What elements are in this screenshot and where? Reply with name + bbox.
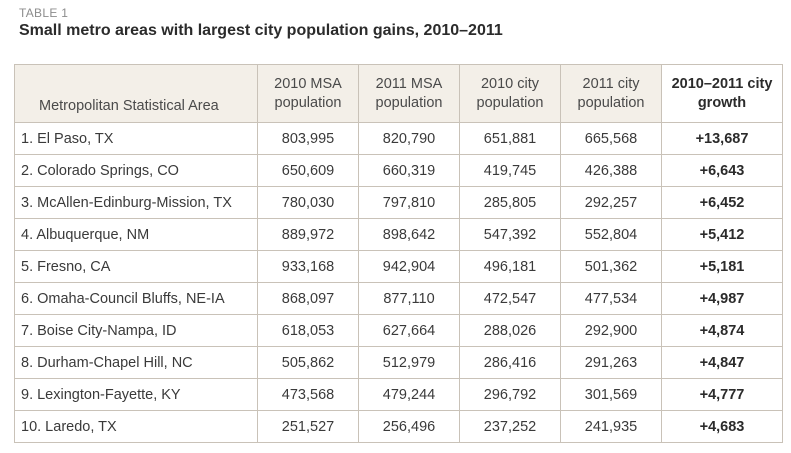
table-row: 4. Albuquerque, NM 889,972 898,642 547,392 5… bbox=[14, 218, 783, 251]
cell-city-2011: 301,569 bbox=[560, 378, 662, 411]
table-row: 10. Laredo, TX 251,527 256,496 237,252 241,9… bbox=[14, 410, 783, 443]
cell-area: 7. Boise City-Nampa, ID bbox=[14, 314, 258, 347]
cell-growth: +4,987 bbox=[661, 282, 783, 315]
cell-msa-2011: 898,642 bbox=[358, 218, 460, 251]
column-header-city-2011: 2011 city population bbox=[560, 64, 662, 123]
table-row: 2. Colorado Springs, CO 650,609 660,319 419… bbox=[14, 154, 783, 187]
table-row: 9. Lexington-Fayette, KY 473,568 479,244 29… bbox=[14, 378, 783, 411]
cell-area: 8. Durham-Chapel Hill, NC bbox=[14, 346, 258, 379]
cell-city-2010: 296,792 bbox=[459, 378, 561, 411]
cell-area: 6. Omaha-Council Bluffs, NE-IA bbox=[14, 282, 258, 315]
cell-city-2011: 501,362 bbox=[560, 250, 662, 283]
cell-msa-2010: 505,862 bbox=[257, 346, 359, 379]
cell-city-2010: 285,805 bbox=[459, 186, 561, 219]
cell-msa-2011: 797,810 bbox=[358, 186, 460, 219]
cell-msa-2011: 256,496 bbox=[358, 410, 460, 443]
cell-area: 10. Laredo, TX bbox=[14, 410, 258, 443]
column-header-area: Metropolitan Statistical Area bbox=[14, 64, 258, 123]
cell-city-2011: 426,388 bbox=[560, 154, 662, 187]
cell-msa-2010: 251,527 bbox=[257, 410, 359, 443]
cell-city-2011: 241,935 bbox=[560, 410, 662, 443]
cell-growth: +4,777 bbox=[661, 378, 783, 411]
cell-msa-2010: 868,097 bbox=[257, 282, 359, 315]
cell-city-2011: 552,804 bbox=[560, 218, 662, 251]
table-row: 8. Durham-Chapel Hill, NC 505,862 512,979 2… bbox=[14, 346, 783, 379]
cell-city-2011: 292,900 bbox=[560, 314, 662, 347]
cell-area: 5. Fresno, CA bbox=[14, 250, 258, 283]
cell-city-2011: 477,534 bbox=[560, 282, 662, 315]
table-title: Small metro areas with largest city popu… bbox=[19, 22, 503, 39]
cell-city-2011: 665,568 bbox=[560, 122, 662, 155]
cell-area: 1. El Paso, TX bbox=[14, 122, 258, 155]
cell-msa-2011: 512,979 bbox=[358, 346, 460, 379]
cell-msa-2011: 877,110 bbox=[358, 282, 460, 315]
cell-area: 3. McAllen-Edinburg-Mission, TX bbox=[14, 186, 258, 219]
table-header-row: Metropolitan Statistical Area 2010 MSA p… bbox=[14, 64, 783, 123]
cell-msa-2010: 473,568 bbox=[257, 378, 359, 411]
cell-city-2010: 419,745 bbox=[459, 154, 561, 187]
cell-city-2010: 651,881 bbox=[459, 122, 561, 155]
cell-city-2010: 472,547 bbox=[459, 282, 561, 315]
table-row: 1. El Paso, TX 803,995 820,790 651,881 665,5… bbox=[14, 122, 783, 155]
table-body: 1. El Paso, TX 803,995 820,790 651,881 665,5… bbox=[14, 122, 783, 443]
cell-growth: +4,847 bbox=[661, 346, 783, 379]
table-row: 7. Boise City-Nampa, ID 618,053 627,664 288… bbox=[14, 314, 783, 347]
cell-msa-2010: 650,609 bbox=[257, 154, 359, 187]
cell-growth: +5,412 bbox=[661, 218, 783, 251]
column-header-msa-2010: 2010 MSA population bbox=[257, 64, 359, 123]
cell-msa-2010: 618,053 bbox=[257, 314, 359, 347]
cell-growth: +4,683 bbox=[661, 410, 783, 443]
cell-msa-2011: 660,319 bbox=[358, 154, 460, 187]
cell-area: 9. Lexington-Fayette, KY bbox=[14, 378, 258, 411]
table-row: 3. McAllen-Edinburg-Mission, TX 780,030 79… bbox=[14, 186, 783, 219]
population-gains-table: Metropolitan Statistical Area 2010 MSA p… bbox=[14, 64, 783, 443]
cell-growth: +13,687 bbox=[661, 122, 783, 155]
cell-growth: +6,452 bbox=[661, 186, 783, 219]
cell-city-2011: 291,263 bbox=[560, 346, 662, 379]
cell-msa-2011: 627,664 bbox=[358, 314, 460, 347]
cell-city-2010: 237,252 bbox=[459, 410, 561, 443]
cell-city-2010: 496,181 bbox=[459, 250, 561, 283]
column-header-msa-2011: 2011 MSA population bbox=[358, 64, 460, 123]
cell-msa-2011: 820,790 bbox=[358, 122, 460, 155]
cell-growth: +6,643 bbox=[661, 154, 783, 187]
cell-msa-2010: 780,030 bbox=[257, 186, 359, 219]
cell-city-2010: 286,416 bbox=[459, 346, 561, 379]
column-header-city-2010: 2010 city population bbox=[459, 64, 561, 123]
cell-city-2011: 292,257 bbox=[560, 186, 662, 219]
table-row: 6. Omaha-Council Bluffs, NE-IA 868,097 877… bbox=[14, 282, 783, 315]
cell-area: 2. Colorado Springs, CO bbox=[14, 154, 258, 187]
cell-growth: +4,874 bbox=[661, 314, 783, 347]
column-header-growth: 2010–2011 city growth bbox=[661, 64, 783, 123]
cell-growth: +5,181 bbox=[661, 250, 783, 283]
cell-msa-2010: 803,995 bbox=[257, 122, 359, 155]
cell-msa-2010: 933,168 bbox=[257, 250, 359, 283]
cell-area: 4. Albuquerque, NM bbox=[14, 218, 258, 251]
table-number-label: TABLE 1 bbox=[19, 6, 69, 20]
cell-msa-2011: 942,904 bbox=[358, 250, 460, 283]
cell-city-2010: 288,026 bbox=[459, 314, 561, 347]
cell-msa-2011: 479,244 bbox=[358, 378, 460, 411]
table-row: 5. Fresno, CA 933,168 942,904 496,181 501,36… bbox=[14, 250, 783, 283]
cell-msa-2010: 889,972 bbox=[257, 218, 359, 251]
cell-city-2010: 547,392 bbox=[459, 218, 561, 251]
